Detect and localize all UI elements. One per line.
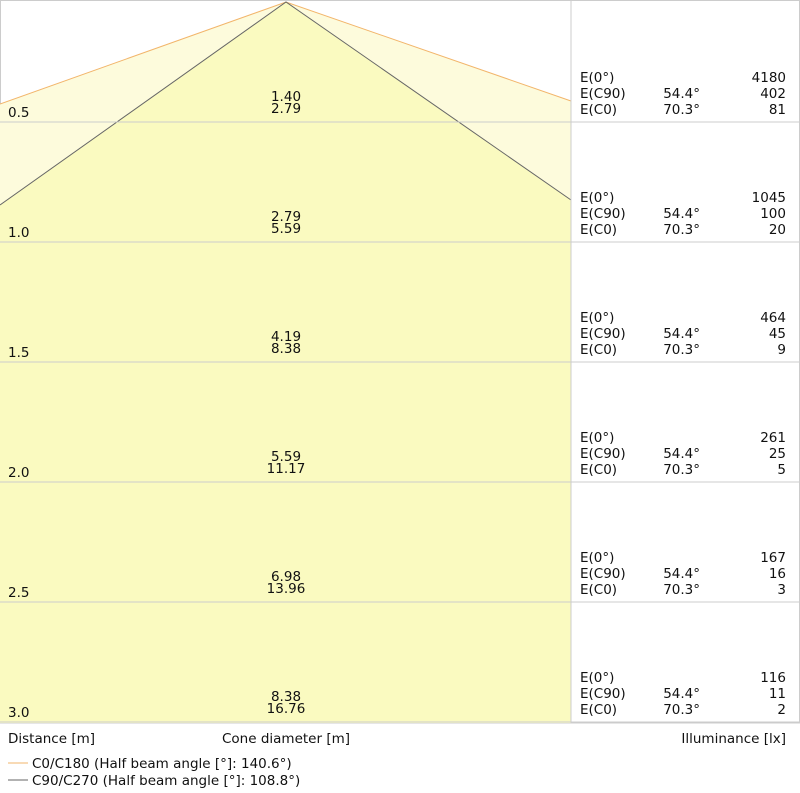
illuminance-value: 16 bbox=[769, 566, 786, 582]
diameter-label: 5.59 bbox=[271, 221, 301, 237]
illuminance-value: 20 bbox=[769, 222, 786, 238]
illuminance-value: 25 bbox=[769, 446, 786, 462]
angle-label: 70.3° bbox=[663, 222, 700, 238]
illuminance-label: E(C0) bbox=[580, 222, 617, 238]
illuminance-label: E(C90) bbox=[580, 86, 626, 102]
diameter-label: 5.59 bbox=[271, 449, 301, 465]
legend-entry: C90/C270 (Half beam angle [°]: 108.8°) bbox=[32, 773, 300, 789]
angle-label: 54.4° bbox=[663, 326, 700, 342]
angle-label: 70.3° bbox=[663, 702, 700, 718]
illuminance-label: E(C90) bbox=[580, 686, 626, 702]
illuminance-value: 81 bbox=[769, 102, 786, 118]
illuminance-label: E(0°) bbox=[580, 550, 614, 566]
diameter-label: 8.38 bbox=[271, 341, 301, 357]
diameter-label: 16.76 bbox=[267, 701, 306, 717]
distance-label: 1.0 bbox=[8, 225, 29, 241]
angle-label: 54.4° bbox=[663, 686, 700, 702]
illuminance-label: E(0°) bbox=[580, 310, 614, 326]
distance-label: 3.0 bbox=[8, 705, 29, 721]
illuminance-label: E(0°) bbox=[580, 190, 614, 206]
illuminance-label: E(C0) bbox=[580, 342, 617, 358]
footer-distance: Distance [m] bbox=[8, 731, 95, 747]
angle-label: 70.3° bbox=[663, 582, 700, 598]
illuminance-label: E(C90) bbox=[580, 326, 626, 342]
angle-label: 54.4° bbox=[663, 566, 700, 582]
illuminance-value: 9 bbox=[777, 342, 786, 358]
illuminance-label: E(C0) bbox=[580, 462, 617, 478]
angle-label: 54.4° bbox=[663, 446, 700, 462]
footer-cone: Cone diameter [m] bbox=[222, 731, 350, 747]
diameter-label: 8.38 bbox=[271, 689, 301, 705]
illuminance-label: E(0°) bbox=[580, 670, 614, 686]
diameter-label: 2.79 bbox=[271, 101, 301, 117]
illuminance-value: 1045 bbox=[752, 190, 786, 206]
illuminance-value: 261 bbox=[760, 430, 786, 446]
illuminance-value: 402 bbox=[760, 86, 786, 102]
illuminance-value: 5 bbox=[777, 462, 786, 478]
illuminance-value: 4180 bbox=[752, 70, 786, 86]
illuminance-label: E(C90) bbox=[580, 206, 626, 222]
diameter-label: 1.40 bbox=[271, 89, 301, 105]
illuminance-value: 116 bbox=[760, 670, 786, 686]
illuminance-label: E(0°) bbox=[580, 70, 614, 86]
illuminance-value: 167 bbox=[760, 550, 786, 566]
angle-label: 54.4° bbox=[663, 206, 700, 222]
diameter-label: 2.79 bbox=[271, 209, 301, 225]
illuminance-value: 2 bbox=[777, 702, 786, 718]
illuminance-label: E(C0) bbox=[580, 582, 617, 598]
distance-label: 2.5 bbox=[8, 585, 29, 601]
illuminance-value: 11 bbox=[769, 686, 786, 702]
diameter-label: 13.96 bbox=[267, 581, 306, 597]
distance-label: 0.5 bbox=[8, 105, 29, 121]
illuminance-label: E(C0) bbox=[580, 702, 617, 718]
diameter-label: 6.98 bbox=[271, 569, 301, 585]
illuminance-label: E(C90) bbox=[580, 446, 626, 462]
distance-label: 1.5 bbox=[8, 345, 29, 361]
illuminance-value: 464 bbox=[760, 310, 786, 326]
distance-label: 2.0 bbox=[8, 465, 29, 481]
illuminance-label: E(0°) bbox=[580, 430, 614, 446]
diameter-label: 4.19 bbox=[271, 329, 301, 345]
angle-label: 70.3° bbox=[663, 102, 700, 118]
footer-illuminance: Illuminance [lx] bbox=[681, 731, 786, 747]
diameter-label: 11.17 bbox=[267, 461, 306, 477]
c90-cone-line bbox=[0, 1, 572, 206]
illuminance-value: 45 bbox=[769, 326, 786, 342]
angle-label: 70.3° bbox=[663, 342, 700, 358]
illuminance-label: E(C90) bbox=[580, 566, 626, 582]
angle-label: 70.3° bbox=[663, 462, 700, 478]
angle-label: 54.4° bbox=[663, 86, 700, 102]
illuminance-label: E(C0) bbox=[580, 102, 617, 118]
legend-entry: C0/C180 (Half beam angle [°]: 140.6°) bbox=[32, 756, 292, 772]
illuminance-value: 3 bbox=[777, 582, 786, 598]
illuminance-value: 100 bbox=[760, 206, 786, 222]
